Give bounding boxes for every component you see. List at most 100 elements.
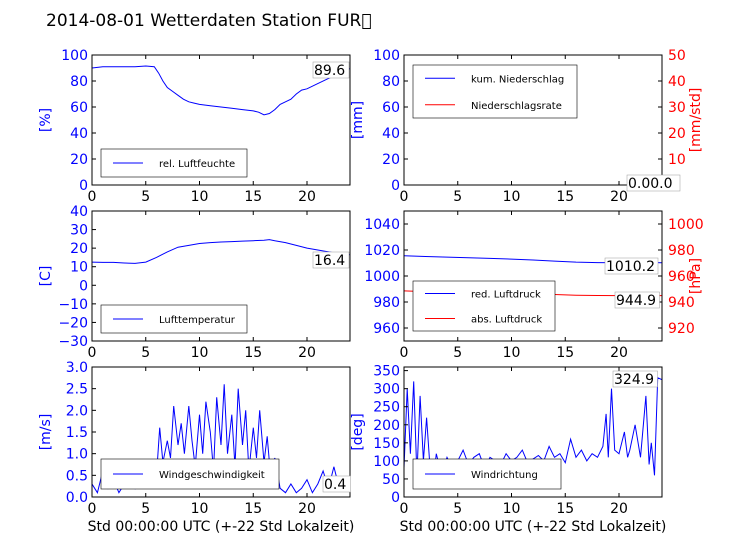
y-tick-label: 3.0 xyxy=(66,360,88,376)
legend-entry: Windrichtung xyxy=(471,470,538,481)
y-tick-label: 0 xyxy=(79,278,88,294)
y-tick-label: 30 xyxy=(70,223,88,239)
x-tick-label: 5 xyxy=(141,501,150,517)
y-axis-label: [mm] xyxy=(350,101,366,139)
y-tick-label: 0 xyxy=(79,178,88,194)
y-tick-label: 350 xyxy=(373,364,400,380)
last-value-box xyxy=(312,61,350,79)
x-tick-label: 15 xyxy=(244,501,262,517)
x-tick-label: 10 xyxy=(503,345,521,361)
last-value-label: 324.9 xyxy=(614,372,654,388)
y-tick-label: 960 xyxy=(373,321,400,337)
panel-humidity: 0 5 10 15 20 0 20 40 60 80 100 [%] rel. Luftfeuchte 8… xyxy=(38,48,351,205)
legend: red. Luftdruck abs. Luftdruck xyxy=(412,280,556,332)
y-tick-label: 80 xyxy=(70,74,88,90)
y-axis-label: [m/s] xyxy=(38,414,54,451)
x-tick-label: 0 xyxy=(400,189,409,205)
series-line-rel-luftfeuchte xyxy=(92,65,350,116)
panel-pressure: 0 5 10 15 20 960 980 1000 1020 1040 920 940 960 980 10… xyxy=(364,210,704,361)
y-tick-label: 100 xyxy=(373,48,400,64)
x-tick-label: 10 xyxy=(503,189,521,205)
x-axis-label: Std 00:00:00 UTC (+-22 Std Lokalzeit) xyxy=(400,519,667,535)
y-tick-label: −10 xyxy=(58,297,88,313)
x-tick-label: 10 xyxy=(191,345,209,361)
last-value-box xyxy=(612,370,658,388)
legend-entry: rel. Luftfeuchte xyxy=(159,159,235,170)
y-tick-label: 60 xyxy=(382,100,400,116)
y-tick-label: 0.5 xyxy=(66,468,88,484)
y-tick-label: 1.5 xyxy=(66,425,88,441)
y-tick-label: 200 xyxy=(373,418,400,434)
x-tick-label: 20 xyxy=(610,501,628,517)
legend: kum. Niederschlag Niederschlagsrate xyxy=(412,64,578,119)
last-value-box xyxy=(322,475,351,493)
x-tick-label: 5 xyxy=(453,345,462,361)
y2-tick-label: 940 xyxy=(668,295,695,311)
y-tick-label: 2.5 xyxy=(66,382,88,398)
y-tick-label: 40 xyxy=(70,204,88,220)
last-value-box xyxy=(604,257,659,275)
y-tick-label: 300 xyxy=(373,382,400,398)
y-axis-label: [deg] xyxy=(350,413,366,450)
y-tick-label: 1000 xyxy=(364,269,400,285)
y-tick-label: 980 xyxy=(373,295,400,311)
x-tick-label: 20 xyxy=(298,189,316,205)
plot-frame xyxy=(91,54,351,186)
y-tick-label: 0 xyxy=(391,490,400,506)
legend-entry: red. Luftdruck xyxy=(471,290,541,301)
y-tick-label: 60 xyxy=(70,100,88,116)
panel-wind_speed: 0 5 10 15 20 0.0 0.5 1.0 1.5 2.0 2.5 3.0 [m/s] Std 00… xyxy=(38,360,354,535)
figure-title: 2014-08-01 Wetterdaten Station FUR  xyxy=(46,11,372,31)
last-value-label: 0.4 xyxy=(324,477,346,493)
y-tick-label: 1.0 xyxy=(66,447,88,463)
y2-tick-label: 30 xyxy=(668,100,686,116)
last-value-label: 1010.2 xyxy=(606,259,655,275)
x-tick-label: 15 xyxy=(556,189,574,205)
last-value-box xyxy=(614,291,660,309)
last-value-label: 0.00.0 xyxy=(628,176,673,192)
y-tick-label: 10 xyxy=(70,260,88,276)
panel-precipitation: 05101520020406080100[mm]01020304050[mm/s… xyxy=(350,48,704,205)
x-tick-label: 20 xyxy=(610,189,628,205)
x-tick-label: 0 xyxy=(88,189,97,205)
x-tick-label: 15 xyxy=(244,189,262,205)
y2-tick-label: 920 xyxy=(668,321,695,337)
x-tick-label: 5 xyxy=(453,189,462,205)
y-tick-label: 1040 xyxy=(364,217,400,233)
y2-tick-label: 40 xyxy=(668,74,686,90)
x-tick-label: 5 xyxy=(141,345,150,361)
x-tick-label: 5 xyxy=(141,189,150,205)
y-tick-label: 250 xyxy=(373,400,400,416)
x-tick-label: 10 xyxy=(503,501,521,517)
y-tick-label: 0.0 xyxy=(66,490,88,506)
x-tick-label: 10 xyxy=(191,189,209,205)
y-tick-label: 0 xyxy=(391,178,400,194)
y-tick-label: 20 xyxy=(382,152,400,168)
y-tick-label: 40 xyxy=(382,126,400,142)
y-tick-label: −20 xyxy=(58,315,88,331)
x-tick-label: 15 xyxy=(556,345,574,361)
x-tick-label: 5 xyxy=(453,501,462,517)
panel-temperature: 0 5 10 15 20 −30 −20 −10 0 10 20 30 40 [C] Lufttempera… xyxy=(38,204,351,361)
legend: Windrichtung xyxy=(412,458,562,490)
x-tick-label: 15 xyxy=(556,501,574,517)
y-axis-label: [C] xyxy=(38,266,54,287)
x-tick-label: 0 xyxy=(88,501,97,517)
legend: rel. Luftfeuchte xyxy=(100,148,248,178)
last-value-label: 16.4 xyxy=(314,253,345,269)
legend-entry: Niederschlagsrate xyxy=(471,101,562,112)
plot-frame xyxy=(403,54,663,186)
plot-frame xyxy=(91,210,351,342)
legend-entry: Windgeschwindigkeit xyxy=(159,470,265,481)
y-tick-label: 150 xyxy=(373,436,400,452)
legend-entry: Lufttemperatur xyxy=(159,315,236,326)
y2-axis-label: [hPa] xyxy=(688,258,704,294)
y2-tick-label: 50 xyxy=(668,48,686,64)
y-tick-label: 100 xyxy=(61,48,88,64)
legend-box xyxy=(412,280,556,332)
last-value-label: 89.6 xyxy=(314,63,345,79)
y2-axis-label: [mm/std] xyxy=(688,88,704,153)
legend: Lufttemperatur xyxy=(100,304,248,334)
y2-tick-label: 980 xyxy=(668,243,695,259)
